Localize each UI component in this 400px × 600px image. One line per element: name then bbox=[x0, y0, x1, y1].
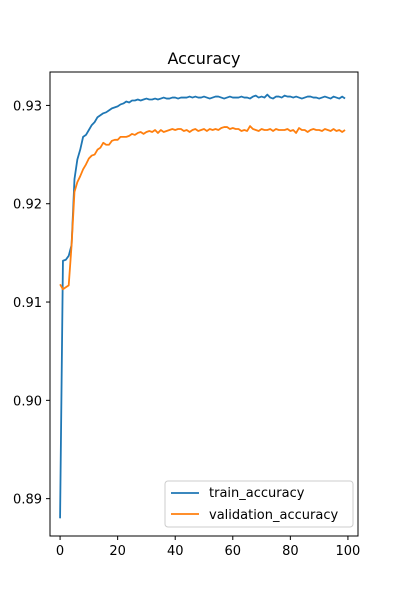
plot-area: 0 20 40 60 80 100 0.89 0.90 0.91 0.92 0.93 bbox=[13, 71, 360, 559]
legend-box bbox=[164, 480, 354, 528]
legend-label-validation: validation_accuracy bbox=[209, 508, 338, 523]
x-tick-label: 100 bbox=[336, 544, 361, 559]
series-line-validation-accuracy bbox=[59, 125, 346, 291]
y-tick-label: 0.89 bbox=[13, 493, 42, 508]
x-tick-label: 80 bbox=[282, 544, 299, 559]
x-tick-label: 0 bbox=[56, 544, 64, 559]
y-tick-label: 0.91 bbox=[13, 296, 42, 311]
y-axis: 0.89 0.90 0.91 0.92 0.93 bbox=[13, 99, 50, 508]
x-tick-label: 60 bbox=[225, 544, 242, 559]
legend: train_accuracy validation_accuracy bbox=[164, 480, 354, 528]
x-tick-label: 40 bbox=[167, 544, 184, 559]
axes-frame bbox=[49, 71, 359, 537]
x-tick-label: 20 bbox=[109, 544, 126, 559]
legend-label-train: train_accuracy bbox=[209, 486, 305, 501]
series-layer bbox=[59, 93, 346, 519]
y-tick-label: 0.90 bbox=[13, 394, 42, 409]
x-axis: 0 20 40 60 80 100 bbox=[56, 536, 360, 559]
y-tick-label: 0.93 bbox=[13, 99, 42, 114]
series-line-train-accuracy bbox=[59, 93, 346, 519]
y-tick-label: 0.92 bbox=[13, 198, 42, 213]
chart-title: Accuracy bbox=[167, 49, 240, 68]
